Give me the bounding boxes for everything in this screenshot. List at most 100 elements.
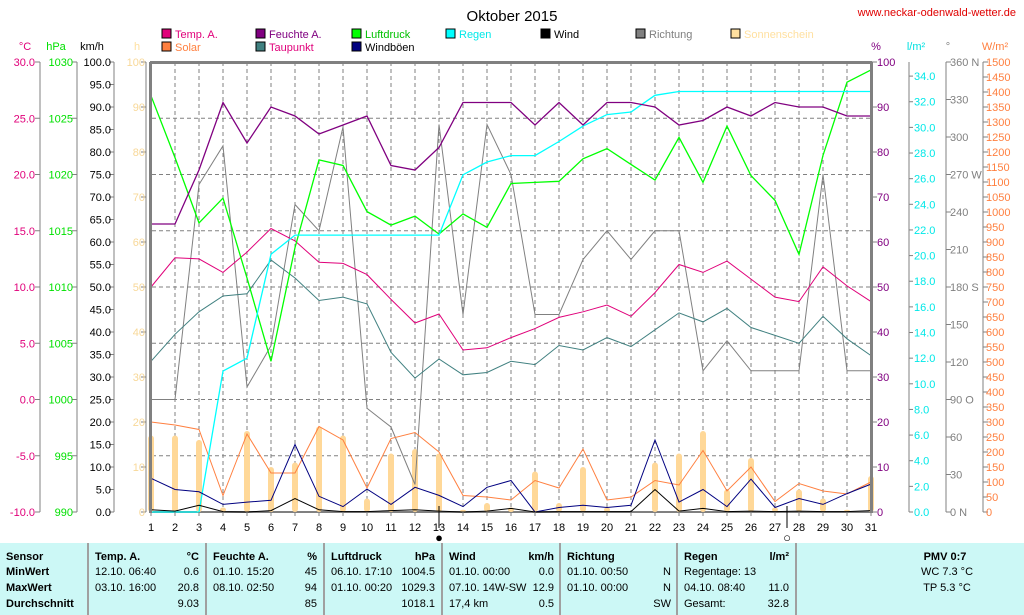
x-tick-label: 6 [268,522,274,534]
series-line-wind [150,488,872,513]
humidity-axis-tick-label: 50 [877,282,889,294]
direction-axis-tick-label: 330 [950,95,968,107]
solar-axis-tick-label: 100 [986,477,1004,489]
x-tick-label: 29 [817,522,829,534]
humidity-axis-tick-label: 70 [877,192,889,204]
temp-axis-tick-label: 15.0 [14,226,35,238]
direction-axis-tick-label: 90 O [950,395,974,407]
x-tick-label: 17 [529,522,541,534]
wind-axis-tick-label: 50.0 [90,282,111,294]
rain-axis-tick-label: 14.0 [914,328,935,340]
stats-col-humidity: Feuchte A.% 01.10. 15:20 45 08.10. 02:50 9… [207,543,323,615]
sunshine-bar [724,489,730,512]
solar-axis-tick-label: 850 [986,252,1004,264]
legend-label: Temp. A. [175,29,218,41]
solar-axis-tick-label: 600 [986,327,1004,339]
pressure-max-time: 01.10. 00:20 [331,582,393,594]
min-label: MinWert [6,566,50,578]
legend-swatch [445,28,456,39]
wind-axis-tick-label: 15.0 [90,440,111,452]
direction-axis-tick-label: 0 N [950,507,967,519]
sunshine-bar [268,467,274,512]
direction-axis-tick-label: 180 S [950,282,979,294]
wind-axis-tick-label: 5.0 [96,485,111,497]
legend-swatch [161,41,172,52]
rain-total-label: Gesamt: [684,598,726,610]
wind-unit: km/h [528,551,554,563]
humidity-min-time: 01.10. 15:20 [213,566,275,578]
separator [676,543,678,615]
sunshine-bar [244,431,250,512]
legend: Temp. A.Solar Feuchte A.Taupunkt Luftdruck… [161,28,814,54]
x-tick-label: 4 [220,522,226,534]
temp-axis-tick-label: 25.0 [14,113,35,125]
solar-axis-tick-label: 1500 [986,57,1010,69]
sunshine-bar [436,453,442,512]
x-tick-label: 2 [172,522,178,534]
x-tick-label: 19 [577,522,589,534]
legend-label: Luftdruck [365,29,411,41]
site-url[interactable]: www.neckar-odenwald-wetter.de [857,7,1016,19]
axis-unit-label: % [871,41,881,53]
wind-distance: 17,4 km [449,598,489,610]
separator [441,543,443,615]
avg-label: Durchschnitt [6,598,74,610]
series-line-luftdruck [150,69,872,362]
legend-swatch [255,28,266,39]
rain-axis-tick-label: 18.0 [914,276,935,288]
x-tick-label: 23 [673,522,685,534]
direction-min-value: N [663,566,671,578]
sunshine-bar [316,426,322,512]
wind-min-value: 0.0 [538,566,554,578]
x-tick-label: 9 [340,522,346,534]
legend-label: Regen [459,29,491,41]
solar-axis-tick-label: 250 [986,432,1004,444]
x-tick-label: 25 [721,522,733,534]
temp-min-time: 12.10. 06:40 [95,566,157,578]
chart-title: Oktober 2015 [467,8,558,25]
direction-axis-tick-label: 240 [950,207,968,219]
separator [323,543,325,615]
sensor-header: Sensor [6,551,44,563]
sunshine-bar [340,435,346,512]
humidity-axis-tick-label: 20 [877,417,889,429]
axis-unit-label: hPa [46,41,66,53]
legend-label: Wind [554,29,579,41]
direction-axis-tick-label: 360 N [950,57,979,69]
humidity-max-time: 08.10. 02:50 [213,582,275,594]
pressure-axis-tick-label: 1005 [49,338,73,350]
x-tick-label: 8 [316,522,322,534]
solar-axis-tick-label: 800 [986,267,1004,279]
solar-axis-tick-label: 1250 [986,132,1010,144]
wind-axis-tick-label: 20.0 [90,417,111,429]
humidity-unit: % [307,551,317,563]
sunshine-axis-tick-label: 60 [133,237,145,249]
solar-axis-tick-label: 650 [986,312,1004,324]
wind-max-time: 07.10. 14W-SW [449,582,527,594]
direction-max-value: N [663,582,671,594]
wind-max-value: 12.9 [532,582,554,594]
direction-avg: SW [653,598,671,610]
plot-left-border [149,62,152,513]
rain-axis-tick-label: 6.0 [914,430,929,442]
rain-max-value: 11.0 [768,582,789,594]
rain-header: Regen [684,551,718,563]
humidity-axis-tick-label: 90 [877,102,889,114]
pressure-min-time: 06.10. 17:10 [331,566,393,578]
pressure-avg: 1018.1 [401,598,435,610]
wind-axis-tick-label: 95.0 [90,80,111,92]
pressure-min-value: 1004.5 [401,566,435,578]
solar-axis-tick-label: 1400 [986,87,1010,99]
pressure-axis-tick-label: 1015 [49,226,73,238]
sunshine-bar [364,498,370,512]
x-tick-label: 27 [769,522,781,534]
solar-axis-tick-label: 1100 [986,177,1010,189]
plot-top-border [150,61,872,64]
wind-axis-tick-label: 75.0 [90,170,111,182]
rain-axis-tick-label: 34.0 [914,71,935,83]
rain-axis-tick-label: 26.0 [914,174,935,186]
separator [559,543,561,615]
axis-unit-label: W/m² [982,41,1009,53]
wind-axis-tick-label: 100.0 [83,57,111,69]
x-tick-label: 3 [196,522,202,534]
